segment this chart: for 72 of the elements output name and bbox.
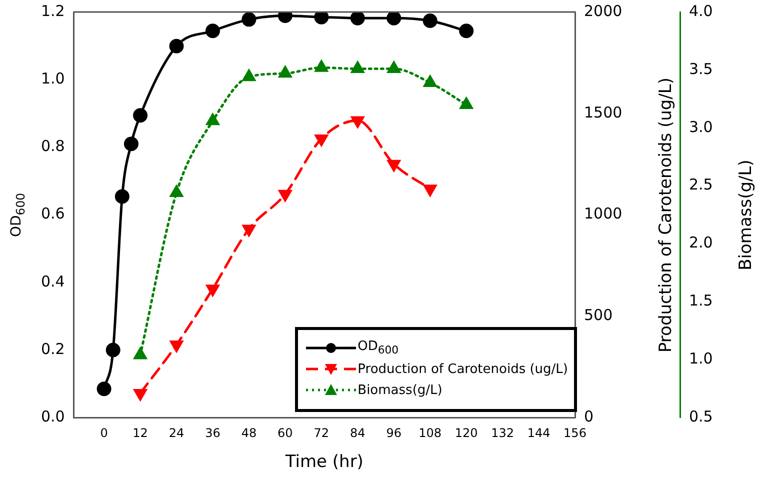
x-tick-label: 156: [564, 426, 586, 440]
y-tick-label: 0.0: [40, 407, 65, 426]
point: [424, 75, 437, 87]
point: [422, 14, 438, 28]
x-tick-label: 144: [527, 426, 550, 440]
y-tick-label: 0.8: [40, 137, 65, 156]
point: [169, 38, 184, 54]
point: [242, 70, 256, 82]
point: [124, 136, 138, 152]
point: [314, 134, 328, 146]
x-tick-label: 60: [278, 426, 293, 440]
y2-tick-label: 0: [584, 407, 594, 426]
point: [170, 186, 183, 198]
y3-tick-label: 4.0: [689, 2, 713, 20]
x-tick-label: 24: [168, 426, 184, 440]
point: [134, 348, 147, 360]
y2-tick-label: 1500: [584, 103, 622, 122]
point: [278, 190, 292, 202]
x-tick-label: 120: [454, 426, 478, 440]
point: [106, 342, 120, 358]
point: [205, 24, 220, 38]
point: [350, 12, 365, 26]
x-tick-label: 84: [350, 426, 366, 440]
point: [424, 184, 437, 196]
point: [460, 97, 473, 109]
y3-tick-label: 2.0: [689, 234, 713, 252]
point: [242, 12, 256, 27]
point: [206, 114, 220, 126]
point: [459, 24, 474, 38]
point: [206, 284, 220, 296]
x-tick-label: 12: [132, 426, 148, 440]
point: [170, 340, 183, 352]
legend-label: Production of Carotenoids (ug/L): [358, 362, 568, 377]
point: [386, 12, 402, 26]
point: [114, 189, 130, 204]
point: [133, 108, 148, 123]
point: [134, 389, 147, 401]
x-tick-label: 72: [314, 426, 330, 440]
y3-tick-label: 1.5: [689, 292, 713, 310]
y3-tick-label: 1.0: [689, 350, 713, 368]
point: [242, 224, 256, 236]
legend-label: Biomass(g/L): [358, 382, 442, 398]
y3-tick-label: 0.5: [689, 407, 713, 426]
y2-axis-title: Production of Carotenoids (ug/L): [656, 77, 676, 352]
point: [314, 12, 329, 24]
x-axis-title: Time (hr): [285, 452, 364, 472]
x-tick-label: 132: [491, 426, 514, 440]
y-tick-label: 1.2: [40, 2, 65, 20]
point: [351, 62, 364, 74]
y3-tick-label: 3.5: [689, 60, 713, 78]
point: [96, 382, 112, 396]
x-tick-label: 48: [241, 426, 257, 440]
y-tick-label: 0.4: [40, 272, 65, 290]
x-tick-label: 108: [418, 426, 442, 440]
y3-tick-label: 2.5: [689, 176, 713, 194]
y3-axis-title: Biomass(g/L): [736, 159, 756, 270]
x-tick-label: 96: [386, 426, 402, 440]
y-tick-label: 0.6: [40, 204, 65, 223]
point: [387, 62, 400, 74]
legend-label: OD$_{600}$: [358, 339, 399, 357]
y2-tick-label: 1000: [584, 204, 622, 223]
point: [278, 66, 292, 78]
y-tick-label: 1.0: [40, 69, 65, 88]
y2-tick-label: 2000: [584, 2, 622, 20]
x-tick-label: 36: [205, 426, 220, 440]
point: [314, 60, 328, 72]
point: [387, 160, 400, 172]
y-tick-label: 0.2: [40, 340, 65, 358]
point: [351, 116, 364, 128]
x-tick-label: 0: [100, 426, 108, 440]
y2-tick-label: 500: [584, 306, 613, 324]
y3-tick-label: 3.0: [689, 118, 713, 136]
